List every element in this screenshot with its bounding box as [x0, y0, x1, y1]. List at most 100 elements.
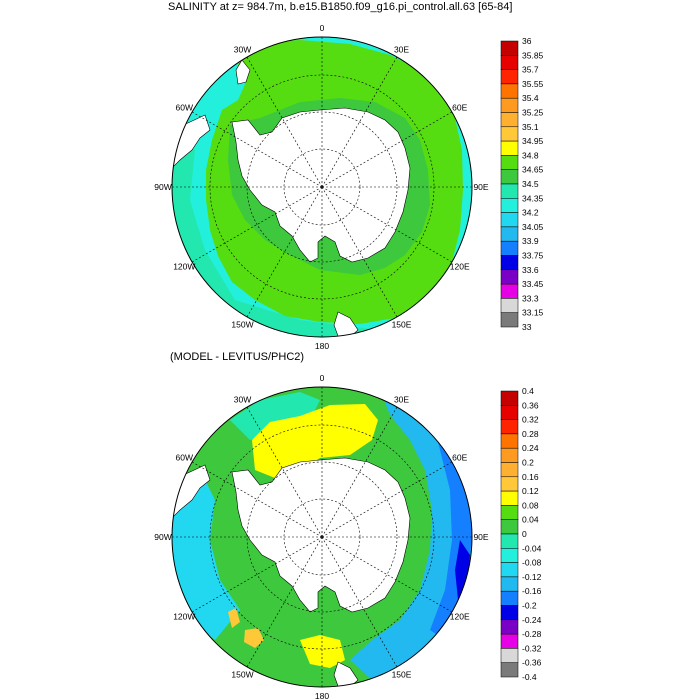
difference-zone-negative-west — [172, 470, 240, 640]
colorbar-tick-label: -0.24 — [522, 615, 542, 625]
colorbar-tick-label: -0.32 — [522, 643, 542, 653]
longitude-label: 120E — [450, 262, 470, 272]
colorbar-swatch — [500, 169, 519, 185]
difference-zone-near-zero — [230, 392, 320, 440]
colorbar-difference: 0.4 0.36 0.32 0.28 0.24 0.2 0.16 0.12 0.08 0.04 0 -… — [500, 386, 542, 682]
colorbar-swatch — [500, 240, 519, 256]
colorbar-tick-label: 35.7 — [522, 65, 539, 75]
longitude-label: 0 — [320, 373, 325, 383]
map-title-difference: (MODEL - LEVITUS/PHC2) — [170, 351, 305, 363]
colorbar-tick-label: -0.4 — [522, 672, 537, 682]
colorbar-tick-label: -0.36 — [522, 658, 542, 668]
salinity-map: 0 30E 60E 90E 120E 150E 180 150W 120W 90W 60W 30W — [154, 23, 489, 351]
longitude-label: 60E — [452, 453, 467, 463]
longitude-label: 180 — [315, 691, 329, 700]
colorbar-tick-label: 33.9 — [522, 236, 539, 246]
colorbar-salinity: 36 35.85 35.7 35.55 35.4 35.25 35.1 34.95 34.8 34… — [500, 36, 544, 332]
longitude-labels-bottom: 0 30E 60E 90E 120E 150E 180 150W 120W 90W 60W 30W — [154, 373, 489, 700]
antarctica-landmass — [231, 107, 411, 263]
longitude-label: 30E — [394, 394, 409, 404]
longitude-label: 120W — [173, 612, 195, 622]
longitude-label: 30W — [234, 44, 251, 54]
colorbar-tick-label: -0.04 — [522, 543, 542, 553]
colorbar-swatch — [500, 419, 519, 435]
colorbar-swatch — [500, 590, 519, 606]
colorbar-swatch — [500, 312, 519, 328]
colorbar-swatch — [500, 533, 519, 549]
colorbar-swatch — [500, 619, 519, 635]
colorbar-swatch — [500, 198, 519, 213]
colorbar-swatch — [500, 633, 519, 649]
colorbar-tick-label: 34.35 — [522, 193, 544, 203]
colorbar-swatch — [500, 269, 519, 285]
colorbar-tick-label: 0.24 — [522, 443, 539, 453]
colorbar-swatch — [500, 662, 519, 678]
colorbar-swatch — [500, 505, 519, 520]
colorbar-swatch — [500, 112, 519, 128]
colorbar-tick-label: 0.28 — [522, 429, 539, 439]
colorbar-swatch — [500, 140, 519, 156]
colorbar-swatch — [500, 69, 519, 85]
colorbar-tick-label: 35.4 — [522, 93, 539, 103]
colorbar-tick-label: 33.45 — [522, 279, 544, 289]
colorbar-tick-label: 0.12 — [522, 486, 539, 496]
colorbar-tick-label: 34.95 — [522, 136, 544, 146]
colorbar-swatch — [500, 183, 519, 199]
colorbar-swatch — [500, 283, 519, 299]
longitude-label: 0 — [320, 23, 325, 33]
colorbar-tick-label: 36 — [522, 36, 532, 46]
graticule-bottom — [172, 387, 472, 687]
colorbar-tick-label: 0.08 — [522, 500, 539, 510]
longitude-label: 150W — [231, 670, 253, 680]
colorbar-swatch — [500, 605, 519, 621]
colorbar-swatch — [500, 490, 519, 506]
salinity-zone-34.5-outer — [172, 130, 380, 337]
colorbar-swatch — [500, 40, 519, 56]
difference-zone-positive-west — [228, 608, 240, 628]
colorbar-swatch — [500, 97, 519, 113]
colorbar-tick-label: 34.5 — [522, 179, 539, 189]
colorbar-tick-label: 0.4 — [522, 386, 534, 396]
colorbar-tick-label: 33 — [522, 322, 532, 332]
longitude-label: 150W — [231, 320, 253, 330]
colorbar-tick-label: 0.04 — [522, 515, 539, 525]
colorbar-swatch — [500, 447, 519, 463]
new-zealand-landmass-bottom — [333, 661, 359, 687]
colorbar-tick-label: 35.1 — [522, 122, 539, 132]
colorbar-tick-label: 35.25 — [522, 108, 544, 118]
longitude-label: 90W — [154, 532, 171, 542]
colorbar-tick-label: 0 — [522, 529, 527, 539]
longitude-label: 150E — [392, 670, 412, 680]
colorbar-tick-label: 33.6 — [522, 265, 539, 275]
antarctica-landmass-bottom — [231, 457, 411, 613]
colorbar-swatch — [500, 155, 519, 170]
colorbar-swatch — [500, 576, 519, 592]
colorbar-swatch — [500, 562, 519, 578]
colorbar-swatch — [500, 83, 519, 99]
colorbar-swatch — [500, 126, 519, 142]
longitude-label: 90W — [154, 182, 171, 192]
longitude-label: 120W — [173, 262, 195, 272]
difference-zone-positive-south — [300, 635, 345, 668]
colorbar-tick-label: 33.75 — [522, 251, 544, 261]
longitude-label: 60E — [452, 103, 467, 113]
longitude-label: 120E — [450, 612, 470, 622]
map-title-salinity: SALINITY at z= 984.7m, b.e15.B1850.f09_g… — [168, 1, 513, 13]
map-boundary-bottom — [171, 386, 473, 688]
difference-map: 0 30E 60E 90E 120E 150E 180 150W 120W 90W 60W 30W — [154, 373, 489, 700]
colorbar-swatch — [500, 390, 519, 406]
colorbar-tick-label: 34.8 — [522, 150, 539, 160]
longitude-label: 60W — [176, 453, 193, 463]
longitude-label: 30E — [394, 44, 409, 54]
colorbar-tick-label: -0.28 — [522, 629, 542, 639]
longitude-labels-top: 0 30E 60E 90E 120E 150E 180 150W 120W 90W 60W 30W — [154, 23, 489, 351]
longitude-label: 150E — [392, 320, 412, 330]
colorbar-tick-label: -0.2 — [522, 601, 537, 611]
colorbar-tick-label: 33.15 — [522, 308, 544, 318]
colorbar-swatch — [500, 648, 519, 663]
colorbar-tick-label: 35.85 — [522, 50, 544, 60]
colorbar-swatch — [500, 476, 519, 492]
colorbar-tick-label: -0.16 — [522, 586, 542, 596]
graticule — [172, 37, 472, 337]
